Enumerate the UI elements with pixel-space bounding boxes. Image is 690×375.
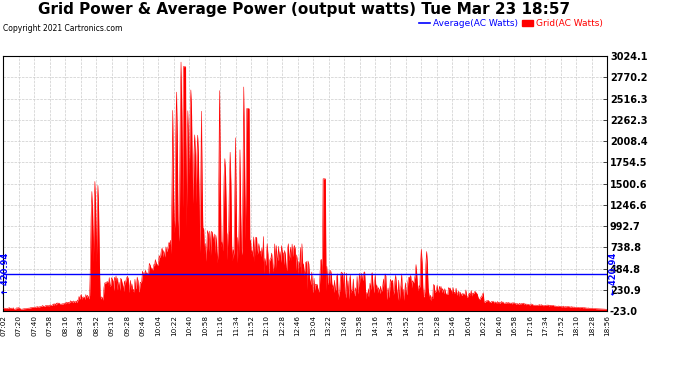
Text: 10:04: 10:04 [155, 315, 161, 336]
Text: 15:10: 15:10 [418, 315, 424, 336]
Text: 17:34: 17:34 [542, 315, 549, 336]
Text: 13:40: 13:40 [341, 315, 347, 336]
Text: 15:46: 15:46 [449, 315, 455, 336]
Text: 07:02: 07:02 [1, 315, 6, 336]
Text: 17:16: 17:16 [526, 315, 533, 336]
Text: 18:28: 18:28 [589, 315, 595, 336]
Text: Copyright 2021 Cartronics.com: Copyright 2021 Cartronics.com [3, 24, 123, 33]
Text: 12:28: 12:28 [279, 315, 285, 336]
Text: 10:22: 10:22 [170, 315, 177, 336]
Text: 08:34: 08:34 [78, 315, 84, 336]
Text: 16:58: 16:58 [511, 315, 518, 336]
Text: 08:16: 08:16 [62, 315, 68, 336]
Text: 12:10: 12:10 [264, 315, 270, 336]
Text: 12:46: 12:46 [295, 315, 301, 336]
Text: 18:56: 18:56 [604, 315, 610, 336]
Text: 14:34: 14:34 [388, 315, 393, 336]
Text: 13:22: 13:22 [326, 315, 332, 336]
Text: 11:34: 11:34 [233, 315, 239, 336]
Text: 10:40: 10:40 [186, 315, 193, 336]
Text: 11:52: 11:52 [248, 315, 254, 336]
Text: 16:22: 16:22 [480, 315, 486, 336]
Text: 08:52: 08:52 [93, 315, 99, 336]
Text: 18:10: 18:10 [573, 315, 579, 336]
Text: 15:28: 15:28 [434, 315, 440, 336]
Text: 13:04: 13:04 [310, 315, 316, 336]
Text: 13:58: 13:58 [357, 315, 362, 336]
Text: 14:16: 14:16 [372, 315, 378, 336]
Legend: Average(AC Watts), Grid(AC Watts): Average(AC Watts), Grid(AC Watts) [415, 16, 606, 32]
Text: 07:58: 07:58 [47, 315, 53, 336]
Text: ← 420.94: ← 420.94 [609, 253, 618, 295]
Text: 07:40: 07:40 [32, 315, 37, 336]
Text: 09:10: 09:10 [109, 315, 115, 336]
Text: 14:52: 14:52 [403, 315, 409, 336]
Text: 16:40: 16:40 [496, 315, 502, 336]
Text: 17:52: 17:52 [558, 315, 564, 336]
Text: 09:46: 09:46 [140, 315, 146, 336]
Text: Grid Power & Average Power (output watts) Tue Mar 23 18:57: Grid Power & Average Power (output watts… [37, 2, 570, 17]
Text: 09:28: 09:28 [124, 315, 130, 336]
Text: 10:58: 10:58 [201, 315, 208, 336]
Text: 16:04: 16:04 [465, 315, 471, 336]
Text: 11:16: 11:16 [217, 315, 223, 336]
Text: 07:20: 07:20 [16, 315, 22, 336]
Text: ↑ 420.94: ↑ 420.94 [1, 253, 10, 295]
